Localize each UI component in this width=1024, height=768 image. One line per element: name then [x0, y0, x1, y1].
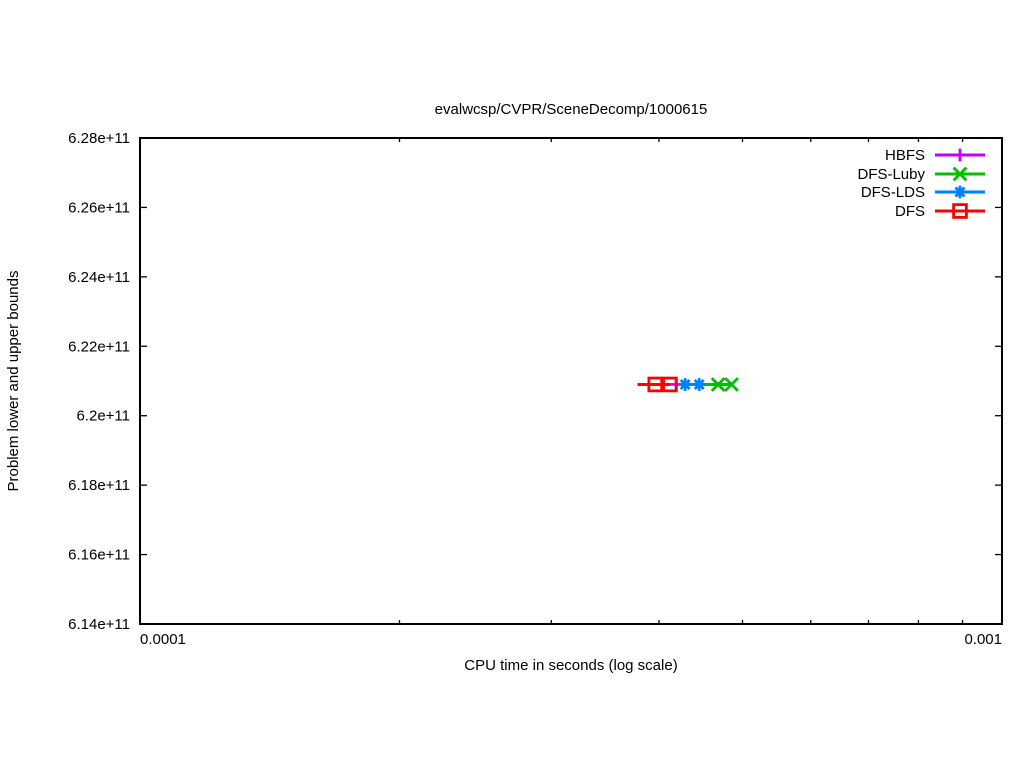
svg-text:0.001: 0.001 [964, 631, 1002, 648]
svg-text:6.22e+11: 6.22e+11 [68, 338, 130, 355]
svg-text:6.18e+11: 6.18e+11 [68, 477, 130, 494]
svg-text:evalwcsp/CVPR/SceneDecomp/1000: evalwcsp/CVPR/SceneDecomp/1000615 [435, 101, 708, 118]
svg-text:Problem lower and upper bounds: Problem lower and upper bounds [5, 271, 22, 492]
svg-text:6.28e+11: 6.28e+11 [68, 130, 130, 147]
svg-text:0.0001: 0.0001 [140, 631, 186, 648]
svg-text:6.2e+11: 6.2e+11 [76, 408, 130, 425]
svg-text:6.24e+11: 6.24e+11 [68, 269, 130, 286]
svg-text:DFS: DFS [895, 203, 925, 220]
svg-text:DFS-Luby: DFS-Luby [857, 166, 925, 183]
svg-text:CPU time in seconds (log scale: CPU time in seconds (log scale) [464, 657, 677, 674]
svg-text:HBFS: HBFS [885, 147, 925, 164]
svg-text:6.16e+11: 6.16e+11 [68, 547, 130, 564]
svg-text:6.26e+11: 6.26e+11 [68, 199, 130, 216]
svg-text:DFS-LDS: DFS-LDS [861, 184, 925, 201]
svg-text:6.14e+11: 6.14e+11 [68, 616, 130, 633]
